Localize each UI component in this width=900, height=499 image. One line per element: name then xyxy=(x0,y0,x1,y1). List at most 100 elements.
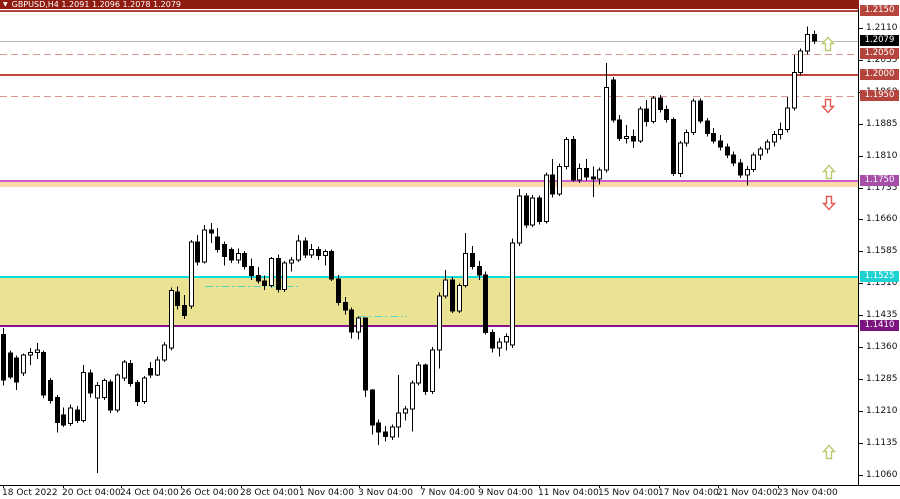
time-tick xyxy=(359,485,360,488)
candle-body xyxy=(731,154,736,164)
candle-body xyxy=(711,133,716,142)
price-tick xyxy=(859,379,863,380)
candle-body xyxy=(376,422,381,433)
candle-body xyxy=(61,414,66,426)
candle-body xyxy=(437,295,442,351)
candle-body xyxy=(329,250,334,280)
up-arrow-annotation xyxy=(820,36,836,52)
candle-body xyxy=(644,108,649,123)
price-tick-label: 1.1660 xyxy=(866,214,898,224)
candle-body xyxy=(128,362,133,384)
price-tick-label: 1.1285 xyxy=(866,374,898,384)
price-level-badge: 1.1750 xyxy=(860,175,899,186)
time-tick-label: 3 Nov 04:00 xyxy=(358,488,413,498)
time-tick xyxy=(479,485,480,488)
candle-body xyxy=(530,197,535,226)
candle-body xyxy=(215,236,220,251)
candle-body xyxy=(396,412,401,428)
candlestick-chart-surface[interactable] xyxy=(0,0,858,485)
candle-body xyxy=(785,107,790,130)
candle-body xyxy=(282,262,287,290)
candle-body xyxy=(135,381,140,403)
time-tick-label: 20 Oct 04:00 xyxy=(62,488,121,498)
candle-body xyxy=(229,249,234,261)
candle-body xyxy=(718,140,723,148)
candle-body xyxy=(169,290,174,349)
candle-body xyxy=(236,253,241,261)
symbol-dropdown-icon[interactable]: ▼ xyxy=(3,1,8,8)
candle-body xyxy=(55,396,60,423)
candle-body xyxy=(798,50,803,74)
price-level-badge: 1.1410 xyxy=(860,320,899,331)
candle-body xyxy=(698,100,703,122)
candle-body xyxy=(81,371,86,421)
candle-body xyxy=(758,148,763,156)
candle-body xyxy=(571,138,576,181)
candle-body xyxy=(577,167,582,181)
candle-body xyxy=(691,100,696,133)
time-tick-label: 21 Nov 04:00 xyxy=(717,488,778,498)
time-tick-label: 7 Nov 04:00 xyxy=(420,488,475,498)
candle-body xyxy=(678,142,683,175)
candle-body xyxy=(410,382,415,410)
candle-body xyxy=(497,341,502,349)
candle-body xyxy=(115,374,120,411)
price-tick xyxy=(859,443,863,444)
candle-body xyxy=(202,229,207,263)
candle-body xyxy=(611,79,616,121)
candle-body xyxy=(651,97,656,123)
candle-body xyxy=(705,120,710,135)
price-tick-label: 1.1885 xyxy=(866,119,898,129)
time-tick xyxy=(539,485,540,488)
candle-body xyxy=(316,248,321,257)
price-tick-label: 1.1735 xyxy=(866,183,898,193)
candle-body xyxy=(303,240,308,256)
candle-body xyxy=(148,367,153,376)
price-level-badge: 1.2000 xyxy=(860,69,899,80)
time-tick xyxy=(421,485,422,488)
yellow-zone xyxy=(0,277,858,326)
price-tick xyxy=(859,124,863,125)
candle-body xyxy=(276,258,281,290)
time-tick-label: 18 Oct 2022 xyxy=(2,488,58,498)
candle-body xyxy=(524,195,529,226)
time-tick-label: 23 Nov 04:00 xyxy=(777,488,838,498)
symbol-ohlc-title: GBPUSD,H4 1.2091 1.2096 1.2078 1.2079 xyxy=(11,0,182,9)
candle-body xyxy=(249,265,254,277)
candle-body xyxy=(638,108,643,142)
candle-body xyxy=(14,357,19,383)
price-tick xyxy=(859,411,863,412)
chart-title-bar[interactable]: ▼ GBPUSD,H4 1.2091 1.2096 1.2078 1.2079 xyxy=(0,0,859,9)
candle-body xyxy=(765,141,770,150)
candle-body xyxy=(68,407,73,425)
price-tick xyxy=(859,315,863,316)
price-tick-label: 1.1060 xyxy=(866,470,898,480)
price-axis-background xyxy=(858,0,900,485)
time-tick xyxy=(181,485,182,488)
price-tick xyxy=(859,219,863,220)
candle-body xyxy=(336,278,341,303)
price-level-badge: 1.1525 xyxy=(860,271,899,282)
candle-body xyxy=(664,109,669,120)
candle-body xyxy=(21,354,26,374)
candle-body xyxy=(450,279,455,312)
candle-body xyxy=(604,87,609,171)
candle-body xyxy=(510,242,515,346)
candle-body xyxy=(631,136,636,142)
candle-body xyxy=(624,136,629,140)
candle-body xyxy=(591,176,596,180)
time-tick-label: 26 Oct 04:00 xyxy=(180,488,239,498)
candle-body xyxy=(182,304,187,317)
candle-body xyxy=(323,250,328,257)
candle-body xyxy=(805,33,810,52)
time-tick-label: 15 Nov 04:00 xyxy=(598,488,659,498)
price-tick xyxy=(859,28,863,29)
candle-body xyxy=(296,240,301,261)
candle-body xyxy=(262,280,267,286)
candle-body xyxy=(8,352,13,378)
candle-body xyxy=(102,379,107,398)
candle-body xyxy=(792,72,797,109)
candle-body xyxy=(343,301,348,311)
up-arrow-annotation xyxy=(821,164,837,180)
